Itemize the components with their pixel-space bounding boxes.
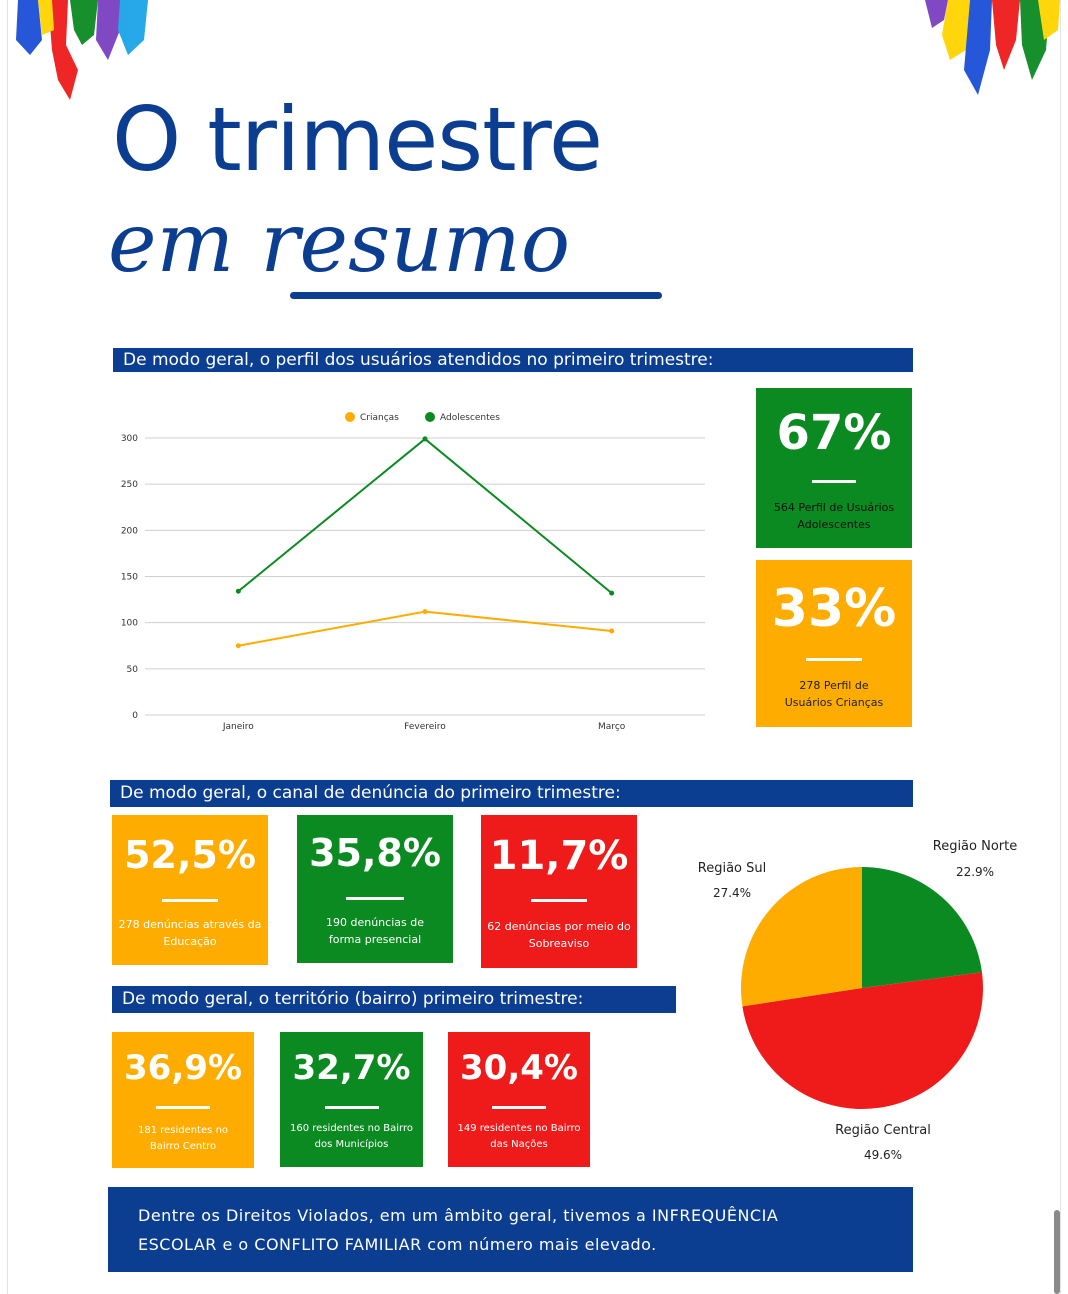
canal-box-educacao: 52,5% 278 denúncias através da Educação — [112, 815, 268, 965]
pie-value-2: 27.4% — [713, 886, 751, 900]
pie-slice-0 — [862, 867, 982, 988]
perfil-box-criancas: 33% 278 Perfil de Usuários Crianças — [756, 560, 912, 727]
perfil-pct-criancas: 33% — [771, 579, 897, 639]
series-line-0 — [238, 610, 612, 647]
scrollbar-thumb[interactable] — [1054, 1210, 1060, 1294]
pie-label-2: Região Sul — [698, 861, 766, 876]
canal-pct-educacao: 52,5% — [124, 833, 256, 877]
data-point — [609, 628, 615, 634]
canal-desc-sobreaviso: 62 denúncias por meio do Sobreaviso — [487, 920, 631, 950]
canal-desc-presencial: 190 denúncias de forma presencial — [326, 916, 424, 946]
page-title-line1: O trimestre — [112, 88, 603, 191]
y-tick-label: 300 — [121, 434, 138, 444]
legend-label: Crianças — [360, 413, 399, 423]
perfil-pct-adolescentes: 67% — [776, 405, 892, 461]
hands-decoration-right-icon — [925, 0, 1060, 95]
canal-pct-sobreaviso: 11,7% — [489, 833, 629, 879]
canal-rule-presencial — [346, 897, 404, 900]
series-line-1 — [237, 437, 613, 594]
data-point — [235, 643, 241, 649]
line-chart: 0 50 100 150 200 250 300 Janeiro Fevereiro Março C… — [121, 412, 705, 732]
territorio-pct-nacoes: 30,4% — [460, 1048, 578, 1088]
x-tick-label: Fevereiro — [404, 722, 446, 732]
x-tick-label: Março — [598, 722, 626, 732]
legend-marker — [345, 412, 355, 422]
perfil-box-adolescentes: 67% 564 Perfil de Usuários Adolescentes — [756, 388, 912, 548]
footer-line2: ESCOLAR e o CONFLITO FAMILIAR com número… — [138, 1235, 657, 1254]
data-point — [422, 436, 428, 442]
territorio-desc-nacoes: 149 residentes no Bairro das Nações — [457, 1123, 581, 1150]
pie-value-0: 22.9% — [956, 865, 994, 879]
perfil-desc-adolescentes: 564 Perfil de Usuários Adolescentes — [773, 501, 895, 531]
x-tick-label: Janeiro — [222, 722, 254, 732]
pie-value-1: 49.6% — [864, 1148, 902, 1162]
y-tick-label: 250 — [121, 480, 138, 490]
y-tick-label: 200 — [121, 526, 138, 536]
canal-pct-presencial: 35,8% — [309, 831, 441, 875]
pie-label-1: Região Central — [835, 1123, 931, 1138]
canal-desc-educacao: 278 denúncias através da Educação — [118, 918, 262, 948]
pie-label-0: Região Norte — [933, 839, 1017, 854]
data-point — [609, 590, 615, 596]
data-point — [422, 609, 428, 615]
pie-chart: Região Norte 22.9% Região Central 49.6% Regi… — [698, 839, 1017, 1162]
pie-slice-2 — [741, 867, 862, 1007]
canal-rule-educacao — [162, 899, 218, 902]
section-header-territorio: De modo geral, o território (bairro) pri… — [112, 986, 676, 1013]
legend-marker — [425, 412, 435, 422]
footer-summary-bar: Dentre os Direitos Violados, em um âmbit… — [108, 1187, 913, 1272]
territorio-box-municipios: 32,7% 160 residentes no Bairro dos Munic… — [280, 1032, 423, 1167]
page-title-line2: em resumo — [108, 196, 571, 291]
territorio-desc-municipios: 160 residentes no Bairro dos Municípios — [290, 1123, 413, 1150]
y-tick-label: 50 — [127, 665, 139, 675]
territorio-rule-nacoes — [492, 1106, 546, 1109]
pie-slice-1 — [742, 972, 983, 1110]
section-header-canal: De modo geral, o canal de denúncia do pr… — [110, 780, 913, 807]
territorio-rule-municipios — [324, 1106, 379, 1109]
y-tick-label: 150 — [121, 573, 138, 583]
data-point — [235, 588, 241, 594]
y-tick-label: 100 — [121, 619, 138, 629]
perfil-rule-adolescentes — [812, 480, 856, 483]
territorio-box-centro: 36,9% 181 residentes no Bairro Centro — [112, 1032, 254, 1168]
hands-decoration-left-icon — [16, 0, 148, 100]
footer-line1: Dentre os Direitos Violados, em um âmbit… — [138, 1206, 779, 1225]
territorio-pct-centro: 36,9% — [124, 1048, 242, 1088]
section-header-perfil: De modo geral, o perfil dos usuários ate… — [113, 348, 913, 372]
y-tick-label: 0 — [132, 711, 138, 721]
canal-rule-sobreaviso — [531, 899, 587, 902]
territorio-pct-municipios: 32,7% — [292, 1048, 411, 1088]
territorio-desc-centro: 181 residentes no Bairro Centro — [137, 1125, 229, 1152]
territorio-rule-centro — [156, 1106, 210, 1109]
territorio-box-nacoes: 30,4% 149 residentes no Bairro das Naçõe… — [448, 1032, 590, 1167]
canal-box-sobreaviso: 11,7% 62 denúncias por meio do Sobreavis… — [481, 815, 637, 968]
perfil-desc-criancas: 278 Perfil de Usuários Crianças — [784, 679, 884, 709]
legend-label: Adolescentes — [440, 413, 500, 423]
perfil-rule-criancas — [806, 658, 862, 661]
title-underline — [290, 292, 662, 299]
canal-box-presencial: 35,8% 190 denúncias de forma presencial — [297, 815, 453, 963]
